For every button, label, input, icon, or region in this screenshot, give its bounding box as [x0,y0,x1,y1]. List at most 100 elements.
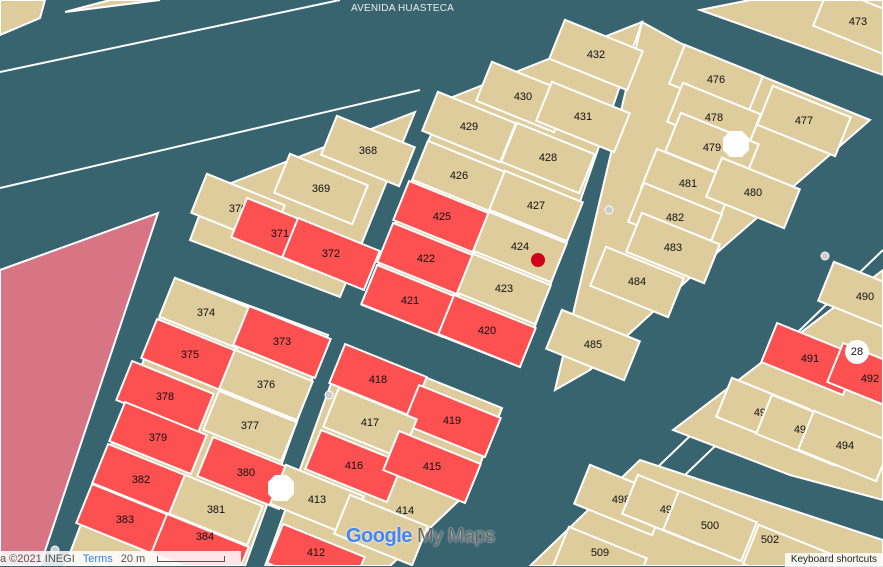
lot-shape[interactable] [624,211,722,285]
lot-shape[interactable] [499,121,597,195]
point-marker[interactable] [604,205,614,215]
lot-421[interactable]: 421 [359,263,461,339]
lot-372[interactable]: 372 [280,216,382,292]
location-pin[interactable] [531,253,545,267]
vertex-marker[interactable] [723,131,749,157]
lot-500[interactable]: 500 [661,489,759,563]
lot-shape[interactable] [544,308,642,382]
terms-link[interactable]: Terms [82,552,113,565]
lot-492[interactable]: 492 [825,341,883,406]
lot-shape[interactable] [359,263,461,339]
lot-label: 478 [705,112,723,124]
lot-shape[interactable] [401,383,503,459]
lot-shape[interactable] [455,252,553,326]
lot-shape[interactable] [375,221,477,297]
lot-label: 431 [574,111,592,123]
lot-425[interactable]: 425 [391,179,493,255]
lot-shape[interactable] [167,473,265,547]
lot-label: 430 [514,91,532,103]
lot-422[interactable]: 422 [375,221,477,297]
lot-label: 502 [761,534,779,546]
lot-484[interactable]: 484 [588,245,686,319]
lot-414[interactable]: 414 [332,493,430,566]
lot-431[interactable]: 431 [534,80,632,154]
lot-shape[interactable] [391,179,493,255]
lot-494[interactable]: 494 [796,409,883,483]
lot-369[interactable]: 369 [272,152,370,226]
lot-509[interactable]: 509 [552,525,649,566]
keyboard-shortcuts-link[interactable]: Keyboard shortcuts [784,553,883,567]
lot-label: 429 [460,121,478,133]
lot-shape[interactable] [280,216,382,292]
point-marker[interactable] [324,390,334,400]
lot-412[interactable]: 412 [265,522,367,566]
lot-shape[interactable] [217,348,315,422]
lot-shape[interactable] [471,210,569,284]
lot-shape[interactable] [265,522,367,566]
lot-424[interactable]: 424 [471,210,569,284]
lot-shape[interactable] [796,409,883,483]
lot-490[interactable]: 490 [816,260,883,328]
lot-shape[interactable] [755,84,853,158]
lot-377[interactable]: 377 [201,389,299,463]
lot-shape[interactable] [816,260,883,328]
lot-473[interactable]: 473 [811,0,883,55]
cluster-marker[interactable]: 28 [845,340,869,364]
zone-area[interactable] [0,211,160,566]
lot-label: 476 [707,74,725,86]
lot-379[interactable]: 379 [107,400,209,476]
lot-428[interactable]: 428 [499,121,597,195]
lot-415[interactable]: 415 [381,429,483,505]
lot-432[interactable]: 432 [547,18,645,92]
lot-shape[interactable] [332,493,430,566]
lot-label: 477 [795,115,813,127]
lot-label: 374 [197,307,215,319]
lot-label: 426 [450,170,468,182]
lot-368[interactable]: 368 [319,114,417,188]
lot-shape[interactable] [661,489,759,563]
lot-480[interactable]: 480 [704,156,802,230]
lot-label: 427 [527,200,545,212]
lot-374[interactable]: 374 [157,276,255,350]
vertex-marker[interactable] [268,475,294,501]
lot-label: 413 [308,494,326,506]
lot-label: 484 [628,276,646,288]
lot-shape[interactable] [825,341,883,406]
lot-shape[interactable] [547,18,645,92]
lot-419[interactable]: 419 [401,383,503,459]
lot-shape[interactable] [319,114,417,188]
lot-shape[interactable] [231,304,333,380]
lot-shape[interactable] [436,293,538,369]
lot-shape[interactable] [157,276,255,350]
lot-477[interactable]: 477 [755,84,853,158]
lot-416[interactable]: 416 [303,428,405,504]
lot-shape[interactable] [534,80,632,154]
lot-shape[interactable] [588,245,686,319]
lot-shape[interactable] [811,0,883,55]
lot-381[interactable]: 381 [167,473,265,547]
lot-483[interactable]: 483 [624,211,722,285]
lot-shape[interactable] [107,400,209,476]
lot-label: 382 [132,474,150,486]
attribution-bar: a ©2021 INEGI Terms 20 m [0,551,242,566]
lot-420[interactable]: 420 [436,293,538,369]
lot-shape[interactable] [381,429,483,505]
lot-label: 500 [701,520,719,532]
lot-423[interactable]: 423 [455,252,553,326]
lot-shape[interactable] [201,389,299,463]
lot-427[interactable]: 427 [487,169,585,243]
lot-shape[interactable] [410,139,508,213]
lot-376[interactable]: 376 [217,348,315,422]
lot-shape[interactable] [303,428,405,504]
lot-485[interactable]: 485 [544,308,642,382]
lot-shape[interactable] [487,169,585,243]
lot-shape[interactable] [704,156,802,230]
lot-label: 428 [539,152,557,164]
point-marker[interactable] [820,251,830,261]
lot-426[interactable]: 426 [410,139,508,213]
lot-373[interactable]: 373 [231,304,333,380]
lot-label: 414 [396,505,414,517]
lot-shape[interactable] [272,152,370,226]
lot-shape[interactable] [552,525,649,566]
